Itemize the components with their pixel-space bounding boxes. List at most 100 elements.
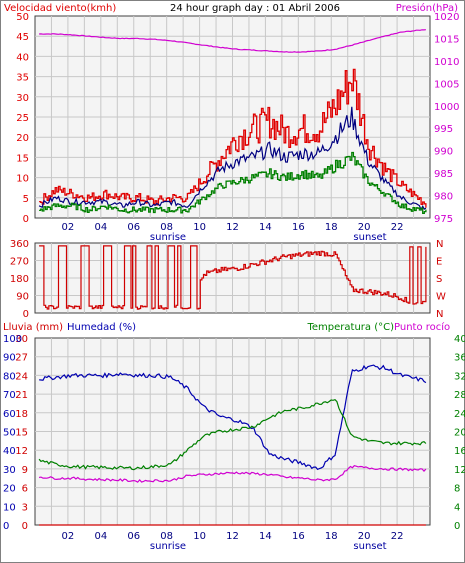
y-tick-label: 995 [434, 124, 453, 135]
rain-axis-title: Lluvia (mm) [3, 322, 63, 333]
y-tick-label: 90 [16, 292, 29, 303]
pressure-line [39, 29, 426, 53]
y-tick-label: 6 [22, 484, 28, 495]
y-tick-label: 1005 [434, 79, 459, 90]
y-tick-label: 1000 [434, 102, 459, 113]
y-tick-label: 40 [16, 52, 29, 63]
y-tick-label: 30 [15, 334, 28, 345]
y-tick-label: 45 [16, 32, 29, 43]
y-tick-label: 270 [10, 257, 29, 268]
sunset-label-top: sunset [353, 232, 386, 243]
y-tick-label: 27 [15, 353, 28, 364]
y-tick-label: 12 [15, 446, 28, 457]
y-tick-label: 180 [10, 274, 29, 285]
x-tick-label: 14 [259, 222, 272, 233]
y-tick-label: 12 [454, 465, 465, 476]
y-tick-label: 60 [3, 409, 16, 420]
x-tick-label: 16 [292, 222, 305, 233]
y-tick-label: 0 [22, 521, 28, 532]
y-tick-label: 20 [16, 133, 29, 144]
wind-speed-axis-title: Velocidad viento(kmh) [4, 3, 116, 14]
y-tick-label: 360 [10, 239, 29, 250]
x-tick-label: 12 [226, 531, 239, 542]
y-tick-label: 3 [22, 502, 28, 513]
x-tick-label: 02 [62, 531, 75, 542]
y-tick-label: 0 [23, 214, 29, 225]
humidity-line [39, 364, 427, 471]
y-tick-label: 10 [16, 174, 29, 185]
wind-pressure-panel: Velocidad viento(kmh) 24 hour graph day … [4, 2, 459, 243]
y-tick-label: 35 [16, 73, 29, 84]
humidity-series [38, 364, 427, 526]
y-tick-label: 30 [16, 93, 29, 104]
y-tick-label: 990 [434, 147, 453, 158]
y-tick-label: 40 [454, 334, 465, 345]
x-tick-label: 10 [193, 531, 206, 542]
y-tick-label: 985 [434, 169, 453, 180]
y-tick-label: N [436, 309, 443, 320]
y-tick-label: 9 [22, 465, 28, 476]
wind-series [38, 29, 427, 215]
y-tick-label: 15 [15, 428, 28, 439]
y-tick-label: 18 [15, 409, 28, 420]
y-tick-label: 20 [3, 484, 16, 495]
x-tick-label: 20 [358, 222, 371, 233]
x-tick-label: 08 [160, 222, 173, 233]
wind-min-line [39, 151, 427, 215]
x-tick-label: 06 [127, 531, 140, 542]
y-tick-label: S [436, 274, 442, 285]
y-tick-label: 1015 [434, 34, 459, 45]
y-tick-label: E [436, 257, 442, 268]
y-tick-label: 5 [23, 194, 29, 205]
x-tick-label: 20 [358, 531, 371, 542]
x-tick-label: 04 [94, 222, 107, 233]
y-tick-label: 70 [3, 390, 16, 401]
y-tick-label: 21 [15, 390, 28, 401]
pressure-ticks: 975 980 985 990 995 1000 1005 1010 1015 1020 [434, 12, 459, 225]
y-tick-label: 8 [454, 484, 460, 495]
x-tick-label: 08 [160, 531, 173, 542]
x-tick-label: 18 [325, 531, 338, 542]
sunset-label-bottom: sunset [353, 541, 386, 552]
x-tick-label: 22 [391, 222, 404, 233]
x-tick-label: 04 [94, 531, 107, 542]
x-tick-label: 18 [325, 222, 338, 233]
wind-speed-ticks: 0 5 10 15 20 25 30 35 40 45 50 [16, 12, 29, 225]
x-tick-label: 06 [127, 222, 140, 233]
y-tick-label: 28 [454, 390, 465, 401]
temperature-axis-title: Temperatura (°C) [306, 322, 394, 333]
chart-title: 24 hour graph day : 01 Abril 2006 [170, 3, 340, 14]
humidity-axis-title: Humedad (%) [67, 322, 136, 333]
x-tick-label: 10 [193, 222, 206, 233]
x-tick-label: 12 [226, 222, 239, 233]
humidity-grid [35, 338, 430, 525]
y-tick-label: 50 [16, 12, 29, 23]
dewpoint-axis-title: Punto rocío [394, 321, 450, 333]
y-tick-label: W [436, 292, 446, 303]
y-tick-label: 975 [434, 214, 453, 225]
y-tick-label: 24 [454, 409, 465, 420]
y-tick-label: 24 [15, 371, 28, 382]
y-tick-label: 50 [3, 428, 16, 439]
y-tick-label: 25 [16, 113, 29, 124]
y-tick-label: 20 [454, 428, 465, 439]
y-tick-label: 15 [16, 153, 29, 164]
sunrise-label-top: sunrise [150, 232, 186, 243]
y-tick-label: 36 [454, 353, 465, 364]
y-tick-label: 0 [454, 521, 460, 532]
y-tick-label: 1020 [434, 12, 459, 23]
wind-x-ticks: 02 04 06 08 10 12 14 16 18 20 22 [62, 222, 404, 233]
humidity-x-ticks: 02 04 06 08 10 12 14 16 18 20 22 [62, 531, 404, 542]
temperature-ticks: 0 4 8 12 16 20 24 28 32 36 40 [454, 334, 465, 532]
y-tick-label: 0 [23, 309, 29, 320]
rain-humidity-panel: Lluvia (mm) Humedad (%) Temperatura (°C)… [3, 321, 465, 552]
y-tick-label: 90 [3, 353, 16, 364]
y-tick-label: 40 [3, 446, 16, 457]
wind-direction-line [39, 245, 427, 310]
temperature-line [38, 399, 427, 471]
humidity-ticks: 0 10 20 30 40 50 60 70 80 90 100 [3, 334, 22, 532]
x-tick-label: 22 [391, 531, 404, 542]
wind-average-line [38, 106, 427, 212]
